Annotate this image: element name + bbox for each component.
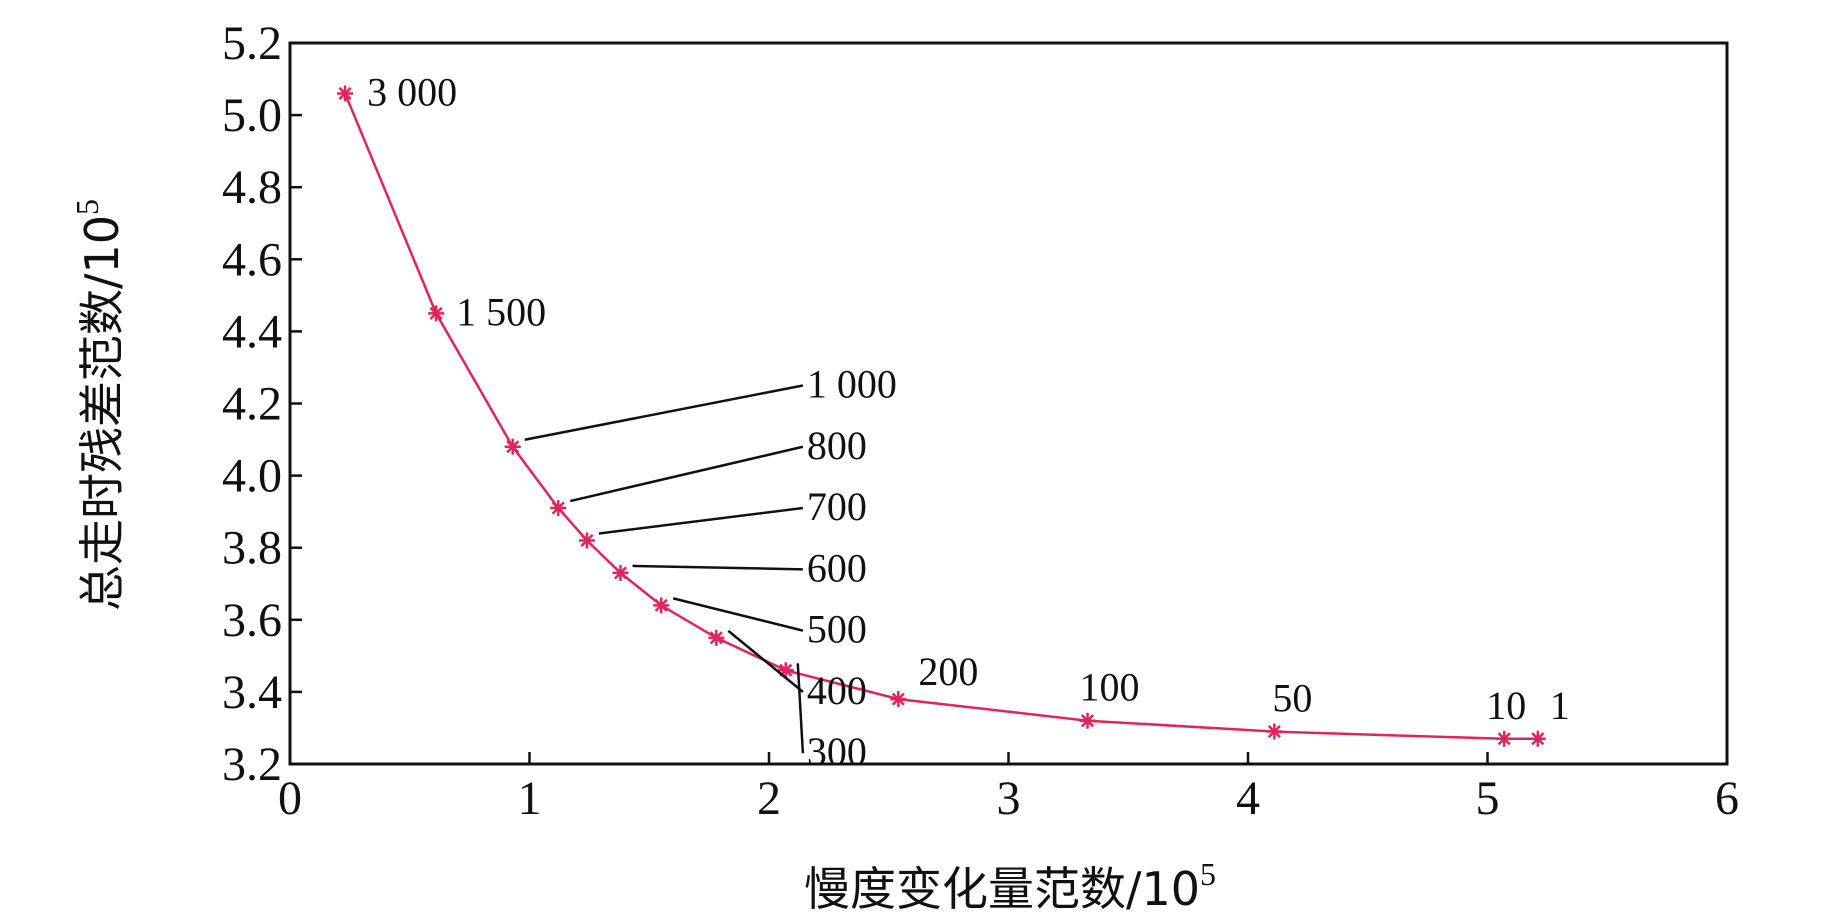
data-point-marker xyxy=(653,597,670,614)
leader-line xyxy=(632,564,803,571)
leader-line xyxy=(672,597,804,632)
leader-line xyxy=(796,663,805,754)
data-point-marker xyxy=(890,691,907,708)
leader-line xyxy=(598,506,804,535)
leader-lines xyxy=(524,384,805,754)
data-point-marker xyxy=(1266,723,1283,740)
y-axis-title-text: 总走时残差范数/10 xyxy=(75,215,129,611)
point-label: 50 xyxy=(1272,676,1312,721)
point-labels: 3 000 1 500 1 000 800 700 600 500 400 300 200 100 5… xyxy=(367,69,1570,774)
point-label: 800 xyxy=(807,423,867,468)
data-point-marker xyxy=(578,532,595,549)
y-tick-label: 3.8 xyxy=(222,522,282,575)
plot-frame xyxy=(288,41,1729,766)
series-line xyxy=(343,93,1538,741)
data-point-marker xyxy=(1529,730,1546,747)
data-point-marker xyxy=(708,629,725,646)
y-tick-label: 5.2 xyxy=(222,17,282,70)
y-tick-label: 4.4 xyxy=(222,305,282,358)
point-label: 600 xyxy=(807,545,867,590)
y-axis-title: 总走时残差范数/105 xyxy=(69,199,129,611)
point-label: 700 xyxy=(807,484,867,529)
y-tick-label: 4.0 xyxy=(222,450,282,503)
x-tick-label: 5 xyxy=(1476,772,1500,825)
x-axis-title-exponent: 5 xyxy=(1200,856,1216,892)
leader-line xyxy=(727,629,804,693)
x-tick-label: 1 xyxy=(518,772,542,825)
point-label: 400 xyxy=(807,668,867,713)
point-label: 10 xyxy=(1486,683,1526,728)
x-tick-label: 0 xyxy=(278,772,302,825)
point-label: 300 xyxy=(807,729,867,774)
x-axis-title: 慢度变化量范数/105 xyxy=(804,856,1216,916)
data-point-marker xyxy=(612,564,629,581)
x-tick-label: 2 xyxy=(757,772,781,825)
data-point-marker xyxy=(504,438,521,455)
x-tick-label: 4 xyxy=(1236,772,1260,825)
x-tick-label: 6 xyxy=(1715,772,1739,825)
y-axis-title-exponent: 5 xyxy=(69,199,105,215)
point-label: 500 xyxy=(807,607,867,652)
point-label: 1 500 xyxy=(456,289,546,334)
data-point-marker xyxy=(1496,730,1513,747)
y-tick-label: 3.2 xyxy=(222,738,282,791)
x-axis-title-text: 慢度变化量范数/10 xyxy=(804,862,1200,916)
data-point-marker xyxy=(337,85,354,102)
y-tick-label: 4.8 xyxy=(222,161,282,214)
y-tick-label: 4.2 xyxy=(222,378,282,431)
leader-line xyxy=(524,384,804,441)
x-tick-label: 3 xyxy=(997,772,1021,825)
y-tick-label: 3.6 xyxy=(222,594,282,647)
y-axis-ticks: 3.2 3.4 3.6 3.8 4.0 4.2 4.4 4.6 4.8 5.0 5.2 xyxy=(222,17,302,791)
leader-line xyxy=(569,445,804,503)
point-label: 100 xyxy=(1080,665,1140,710)
point-label: 1 xyxy=(1550,683,1570,728)
y-tick-label: 5.0 xyxy=(222,89,282,142)
x-axis-ticks: 0 1 2 3 4 5 6 xyxy=(278,752,1739,825)
point-label: 1 000 xyxy=(807,361,897,406)
y-tick-label: 4.6 xyxy=(222,233,282,286)
series-layer xyxy=(337,85,1546,747)
point-label: 200 xyxy=(918,649,978,694)
data-point-marker xyxy=(428,305,445,322)
point-label: 3 000 xyxy=(367,69,457,114)
data-point-marker xyxy=(550,500,567,517)
data-point-marker xyxy=(777,662,794,679)
data-point-marker xyxy=(1079,712,1096,729)
y-tick-label: 3.4 xyxy=(222,666,282,719)
